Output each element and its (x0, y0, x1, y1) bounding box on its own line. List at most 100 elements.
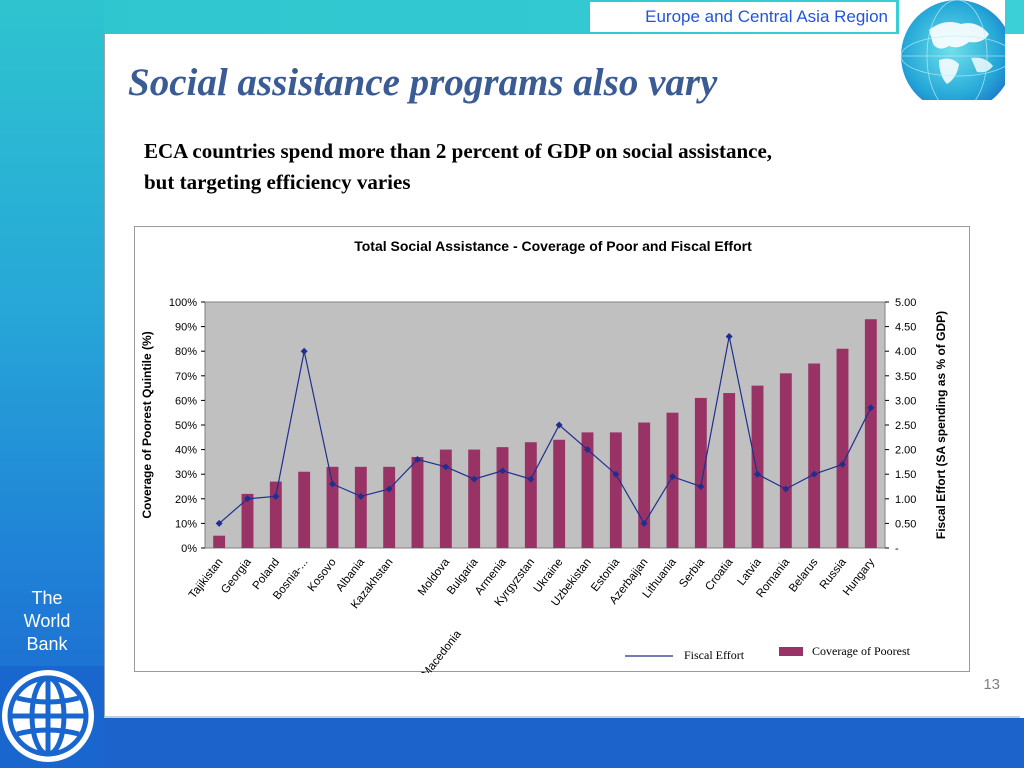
y-tick-label: 20% (175, 494, 197, 506)
legend-coverage: Coverage of Poorest (812, 644, 911, 658)
plot-area (204, 301, 886, 549)
fiscal-point-15 (640, 519, 648, 527)
fiscal-point-22 (839, 460, 846, 468)
footer-band (0, 718, 1024, 768)
y-tick-label: 40% (175, 445, 197, 457)
bar-21 (808, 363, 821, 548)
bar-2 (269, 481, 282, 548)
x-tick-label-18: Croatia (703, 556, 736, 593)
globe-icon (899, 0, 1005, 100)
fiscal-point-20 (782, 485, 790, 493)
world-bank-logo-icon (0, 666, 104, 768)
bar-10 (496, 447, 509, 548)
bar-5 (354, 466, 367, 548)
chart-container: Total Social Assistance - Coverage of Po… (134, 226, 970, 673)
bar-23 (864, 319, 877, 548)
x-tick-label-19: Latvia (736, 556, 765, 588)
fiscal-point-9 (470, 475, 478, 483)
fiscal-point-3 (300, 347, 308, 355)
wordmark-line-2: World (23, 611, 71, 631)
fiscal-point-13 (584, 446, 591, 454)
combo-chart: Total Social Assistance - Coverage of Po… (140, 238, 948, 673)
y-tick-label: 0% (181, 543, 197, 555)
fiscal-effort-line (218, 336, 872, 525)
y-tick-label: 50% (175, 420, 197, 432)
y-tick-label: 90% (175, 322, 197, 334)
fiscal-point-0 (215, 519, 223, 527)
page-number: 13 (983, 676, 1000, 693)
bar-22 (836, 348, 849, 548)
bar-13 (581, 432, 594, 548)
fiscal-point-4 (329, 480, 336, 488)
wordmark-line-3: Bank (26, 634, 68, 654)
bar-16 (666, 412, 679, 548)
bar-1 (241, 493, 254, 548)
x-tick-label-1: Georgia (219, 556, 254, 596)
bar-0 (213, 535, 226, 548)
y-tick-label: 10% (175, 518, 197, 530)
fiscal-point-19 (754, 470, 761, 478)
fiscal-point-14 (612, 470, 620, 478)
y2-axis-label: Fiscal Effort (SA spending as % of GDP) (934, 311, 948, 539)
fiscal-point-1 (244, 495, 251, 503)
y2-tick-label: - (895, 543, 899, 555)
y2-tick-label: 4.00 (895, 346, 916, 358)
fiscal-point-16 (669, 473, 676, 481)
fiscal-point-11 (527, 475, 535, 483)
y2-tick-label: 1.50 (895, 469, 916, 481)
slide-title: Social assistance programs also vary (128, 61, 718, 104)
bar-14 (609, 432, 622, 548)
y2-tick-label: 1.00 (895, 494, 916, 506)
subtitle-line-2: but targeting efficiency varies (144, 170, 411, 194)
bar-11 (524, 442, 537, 548)
bar-8 (439, 449, 452, 548)
y2-tick-label: 2.00 (895, 445, 916, 457)
bar-7 (411, 456, 424, 548)
y2-tick-label: 0.50 (895, 518, 916, 530)
bar-17 (694, 397, 707, 548)
y-tick-label: 30% (175, 469, 197, 481)
bar-18 (723, 393, 736, 548)
bar-15 (638, 422, 651, 548)
legend-bar-swatch (779, 647, 803, 656)
fiscal-point-23 (867, 404, 875, 412)
y2-tick-label: 4.50 (895, 322, 916, 334)
bar-20 (779, 373, 792, 548)
x-tick-label-7: FYR Macedonia (404, 628, 465, 673)
fiscal-point-6 (385, 485, 393, 493)
x-tick-label-4: Kosovo (306, 556, 339, 594)
bar-6 (383, 466, 396, 548)
fiscal-point-21 (810, 470, 818, 478)
slide-subtitle: ECA countries spend more than 2 percent … (144, 136, 944, 198)
y-tick-label: 100% (169, 297, 197, 309)
x-tick-label-0: Tajikistan (187, 556, 226, 601)
y2-tick-label: 3.00 (895, 395, 916, 407)
y2-tick-label: 3.50 (895, 371, 916, 383)
world-bank-wordmark: The World Bank (4, 587, 90, 656)
sidebar-band (0, 0, 104, 768)
fiscal-point-17 (697, 483, 705, 490)
y-axis-label: Coverage of Poorest Quintile (%) (140, 331, 154, 518)
bar-4 (326, 466, 339, 548)
bar-9 (468, 449, 481, 548)
y-tick-label: 80% (175, 346, 197, 358)
region-label: Europe and Central Asia Region (590, 2, 896, 32)
y-tick-label: 60% (175, 395, 197, 407)
bar-3 (298, 471, 311, 548)
fiscal-point-2 (272, 492, 280, 500)
y2-tick-label: 2.50 (895, 420, 916, 432)
fiscal-point-7 (414, 455, 421, 463)
chart-title: Total Social Assistance - Coverage of Po… (354, 238, 752, 254)
subtitle-line-1: ECA countries spend more than 2 percent … (144, 139, 773, 163)
bar-12 (553, 439, 566, 548)
y2-tick-label: 5.00 (895, 297, 916, 309)
fiscal-point-8 (442, 463, 450, 471)
fiscal-point-12 (555, 421, 563, 429)
legend-fiscal-effort: Fiscal Effort (684, 648, 745, 662)
fiscal-point-10 (499, 467, 506, 475)
fiscal-point-18 (725, 332, 733, 340)
fiscal-point-5 (357, 492, 365, 500)
x-tick-label-21: Belarus (787, 556, 821, 594)
wordmark-line-1: The (31, 588, 63, 608)
bar-19 (751, 385, 764, 548)
